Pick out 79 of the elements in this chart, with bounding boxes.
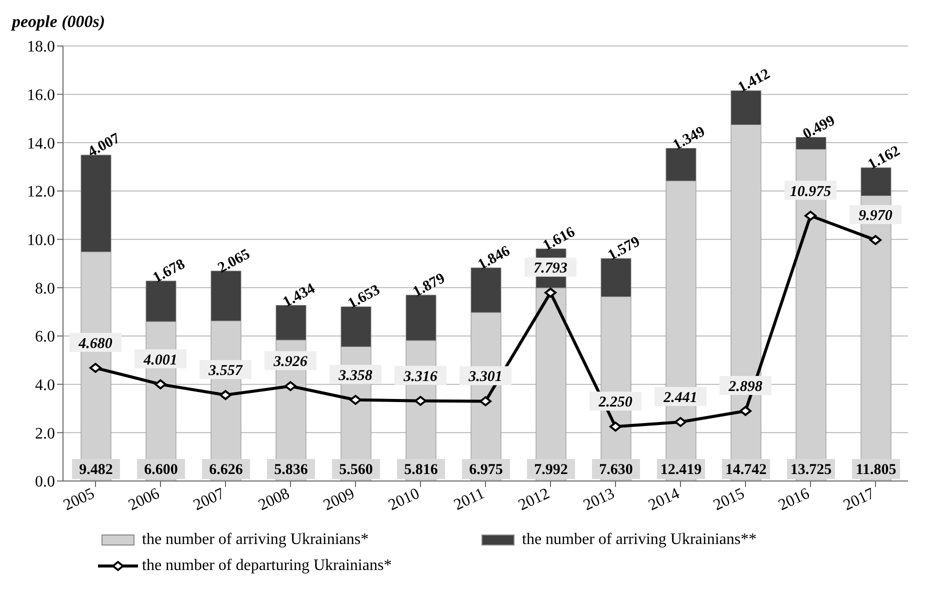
y-tick-label: 2.0 (35, 425, 55, 442)
data-label: 13.725 (790, 462, 832, 478)
data-label: 6.626 (209, 462, 244, 478)
y-tick-label: 18.0 (27, 38, 55, 56)
y-tick-label: 6.0 (35, 328, 55, 346)
y-tick-label: 8.0 (35, 280, 55, 298)
point (544, 288, 556, 298)
x-tick-label: 2005 (61, 485, 98, 514)
data-label: 2.441 (662, 390, 698, 406)
data-label: 4.680 (78, 336, 113, 352)
point (740, 406, 752, 416)
data-label: 1.579 (605, 234, 643, 264)
data-label: 3.557 (208, 363, 243, 380)
y-tick-label: 0.0 (35, 474, 55, 491)
x-tick-label: 2015 (711, 485, 748, 514)
data-label: 3.316 (402, 368, 438, 385)
data-label: 12.419 (660, 462, 702, 478)
data-label: 7.630 (599, 462, 633, 478)
data-label: 2.898 (728, 378, 763, 395)
data-label: 5.816 (404, 462, 438, 478)
data-label: 4.007 (85, 130, 124, 160)
data-label: 1.434 (280, 280, 318, 311)
y-tick-label: 12.0 (27, 184, 55, 201)
data-label: 11.805 (856, 462, 896, 478)
data-label: 1.349 (670, 124, 708, 154)
x-tick-label: 2011 (452, 485, 488, 514)
point (610, 422, 622, 432)
legend-label: the number of arriving Ukrainians** (522, 531, 757, 549)
point (350, 394, 362, 405)
data-label: 10.975 (790, 184, 832, 200)
point (220, 390, 232, 400)
y-tick-label: 14.0 (27, 135, 55, 152)
point (804, 210, 816, 221)
data-label: 1.616 (540, 224, 578, 254)
point (284, 381, 296, 392)
point (674, 417, 686, 428)
legend-label: the number of departuring Ukrainians* (142, 557, 392, 575)
x-tick-label: 2006 (126, 485, 162, 514)
x-tick-label: 2007 (191, 485, 228, 514)
data-label: 1.412 (735, 66, 773, 96)
data-label: 5.836 (274, 462, 308, 478)
data-label: 4.001 (142, 352, 178, 368)
data-label: 2.250 (598, 394, 633, 411)
data-label: 1.879 (410, 270, 448, 300)
data-label: 0.499 (800, 112, 838, 143)
data-label: 6.600 (144, 462, 178, 478)
data-label: 1.846 (475, 243, 514, 274)
data-label: 9.970 (858, 208, 893, 224)
data-label: 2.065 (215, 246, 253, 276)
point (870, 235, 882, 246)
x-tick-label: 2013 (581, 485, 618, 514)
data-label: 1.653 (345, 282, 383, 312)
data-label: 6.975 (469, 462, 503, 478)
x-tick-label: 2009 (321, 485, 358, 514)
x-tick-label: 2014 (646, 485, 682, 514)
data-label: 3.301 (468, 369, 502, 386)
data-label: 14.742 (725, 462, 767, 478)
y-tick-label: 10.0 (27, 232, 55, 250)
x-tick-label: 2008 (256, 485, 292, 514)
point (414, 396, 426, 406)
data-label: 3.926 (272, 354, 308, 370)
data-label: 9.482 (79, 462, 113, 478)
x-tick-label: 2010 (386, 485, 422, 514)
data-label: 7.992 (534, 462, 568, 478)
y-axis-title: people (000s) (12, 12, 106, 32)
legend-label: the number of arriving Ukrainians* (142, 531, 369, 549)
point (154, 379, 166, 390)
data-label: 5.560 (339, 462, 373, 478)
x-tick-label: 2012 (516, 485, 552, 514)
data-label: 3.358 (338, 368, 373, 384)
point (90, 362, 102, 373)
data-label: 7.793 (534, 260, 568, 277)
point (480, 396, 492, 406)
x-tick-label: 2016 (776, 485, 812, 514)
y-tick-label: 16.0 (27, 87, 55, 104)
data-label: 1.678 (150, 256, 188, 286)
data-label: 1.162 (865, 143, 903, 174)
x-tick-label: 2017 (841, 485, 878, 514)
y-tick-label: 4.0 (35, 377, 55, 394)
